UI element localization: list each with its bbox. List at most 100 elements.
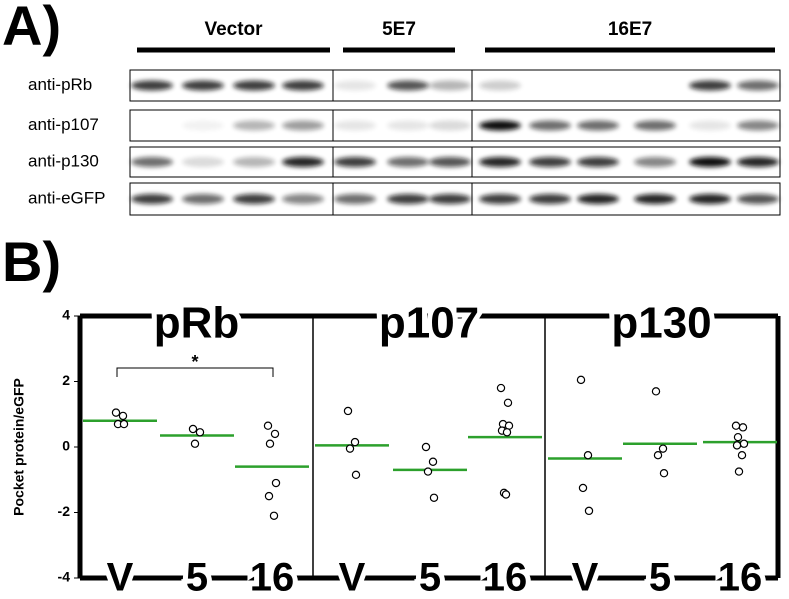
band bbox=[577, 194, 619, 204]
panel-title: pRb bbox=[154, 299, 240, 348]
data-point bbox=[496, 383, 506, 393]
y-axis-label: Pocket protein/eGFP bbox=[11, 378, 27, 516]
y-tick-label: 2 bbox=[62, 372, 70, 388]
data-point bbox=[501, 490, 511, 499]
data-point bbox=[732, 441, 742, 450]
x-tick-label: 16 bbox=[250, 556, 295, 599]
band bbox=[387, 120, 429, 131]
data-point bbox=[578, 483, 588, 493]
annotation: * bbox=[191, 352, 198, 372]
x-tick-label: V bbox=[572, 556, 599, 599]
data-point bbox=[190, 439, 200, 448]
data-point bbox=[731, 421, 741, 430]
x-tick-label: 5 bbox=[649, 556, 671, 599]
band bbox=[689, 80, 731, 91]
band bbox=[689, 120, 731, 131]
data-point bbox=[584, 506, 594, 516]
row-label: anti-p107 bbox=[28, 115, 99, 134]
data-point bbox=[343, 406, 353, 416]
group-label: 5E7 bbox=[382, 19, 416, 40]
group-label: 16E7 bbox=[608, 19, 652, 40]
band bbox=[233, 194, 275, 204]
data-point bbox=[733, 432, 743, 442]
band bbox=[529, 157, 571, 167]
band bbox=[479, 80, 521, 91]
group-label: Vector bbox=[204, 19, 263, 40]
band bbox=[429, 80, 471, 91]
x-tick-label: 16 bbox=[718, 556, 763, 599]
band bbox=[182, 120, 224, 131]
band bbox=[737, 80, 779, 91]
data-point bbox=[659, 469, 669, 478]
band bbox=[131, 80, 173, 91]
data-point bbox=[265, 439, 275, 448]
band bbox=[387, 157, 429, 167]
band bbox=[282, 80, 324, 91]
x-tick-label: 5 bbox=[419, 556, 441, 599]
data-point bbox=[653, 450, 663, 460]
row-label: anti-p130 bbox=[28, 151, 99, 170]
data-point bbox=[503, 398, 513, 407]
band bbox=[182, 80, 224, 91]
band bbox=[429, 120, 471, 131]
band bbox=[282, 120, 324, 131]
data-point bbox=[119, 419, 129, 429]
x-tick-label: 5 bbox=[186, 556, 208, 599]
band bbox=[737, 120, 779, 131]
band bbox=[387, 194, 429, 204]
data-point bbox=[111, 408, 121, 417]
row-label: anti-eGFP bbox=[28, 188, 105, 207]
panel-title: p130 bbox=[611, 299, 711, 348]
band bbox=[233, 80, 275, 91]
data-point bbox=[658, 444, 668, 453]
band bbox=[634, 194, 676, 204]
data-point bbox=[576, 375, 586, 385]
data-point bbox=[269, 511, 279, 520]
y-tick-label: 4 bbox=[62, 307, 70, 323]
data-point bbox=[263, 421, 273, 430]
band bbox=[334, 80, 376, 91]
data-point bbox=[734, 467, 744, 476]
panel-label: B) bbox=[2, 230, 61, 293]
band bbox=[479, 120, 521, 131]
lane-box bbox=[471, 109, 781, 142]
data-point bbox=[345, 444, 355, 453]
band bbox=[282, 194, 324, 204]
y-tick-label: -2 bbox=[58, 503, 71, 519]
data-point bbox=[737, 450, 747, 460]
band bbox=[479, 157, 521, 167]
band bbox=[233, 120, 275, 131]
data-point bbox=[118, 411, 128, 421]
band bbox=[182, 157, 224, 167]
data-point bbox=[271, 478, 281, 488]
data-point bbox=[651, 387, 661, 396]
band bbox=[429, 157, 471, 167]
data-point bbox=[429, 493, 439, 502]
band bbox=[634, 120, 676, 131]
x-tick-label: V bbox=[107, 556, 134, 599]
band bbox=[529, 120, 571, 131]
band bbox=[577, 157, 619, 167]
data-point bbox=[423, 467, 433, 476]
data-point bbox=[350, 437, 360, 447]
band bbox=[233, 157, 275, 167]
band bbox=[182, 194, 224, 204]
lane-box bbox=[471, 182, 781, 216]
band bbox=[131, 194, 173, 204]
data-point bbox=[583, 450, 593, 460]
data-point bbox=[421, 442, 431, 452]
band bbox=[529, 194, 571, 204]
band bbox=[334, 120, 376, 131]
row-label: anti-pRb bbox=[28, 75, 92, 94]
band bbox=[131, 157, 173, 167]
band bbox=[387, 80, 429, 91]
data-point bbox=[738, 423, 748, 432]
data-point bbox=[188, 424, 198, 434]
data-point bbox=[264, 491, 274, 501]
band bbox=[479, 194, 521, 204]
lane-box bbox=[471, 146, 781, 178]
data-point bbox=[502, 428, 512, 437]
y-tick-label: 0 bbox=[62, 438, 70, 454]
